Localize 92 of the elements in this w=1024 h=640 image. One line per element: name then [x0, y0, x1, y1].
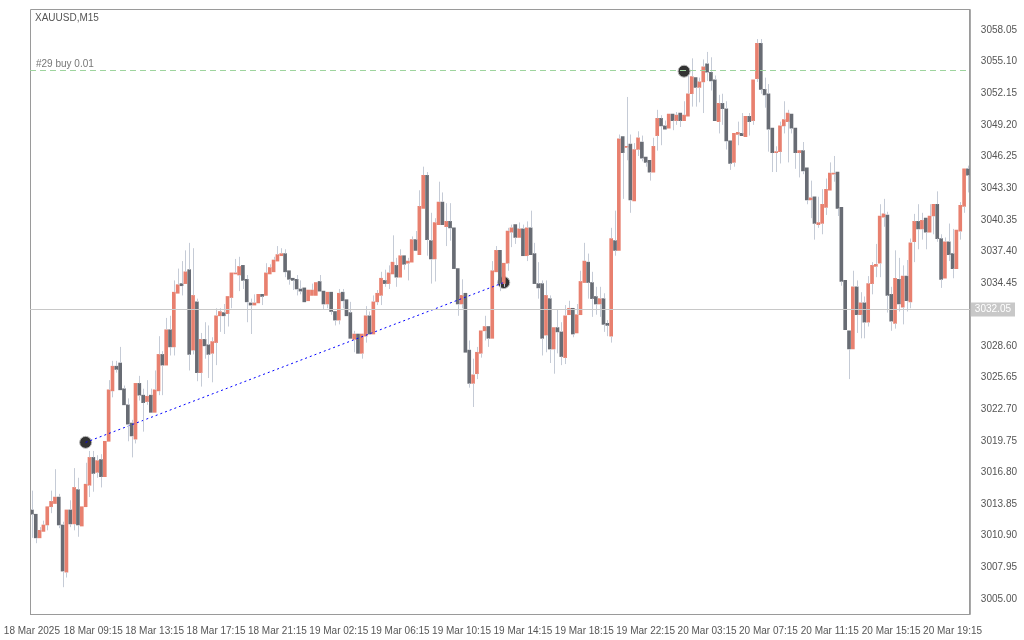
x-tick-label: 19 Mar 02:15 [309, 624, 369, 636]
candlestick [897, 257, 901, 312]
candlestick [943, 236, 947, 279]
candlestick [609, 227, 613, 344]
y-tick-label: 3022.70 [980, 402, 1018, 414]
x-tick-label: 18 Mar 09:15 [63, 624, 124, 636]
candlestick [923, 217, 928, 250]
y-tick-label: 3007.95 [980, 561, 1018, 573]
candlestick [701, 58, 706, 114]
y-tick-label: 3019.75 [980, 434, 1018, 446]
candlestick [306, 289, 310, 302]
x-tick-label: 18 Mar 13:15 [125, 624, 185, 636]
candlestick [513, 224, 518, 245]
point [677, 64, 691, 78]
x-tick-label: 18 Mar 21:15 [247, 624, 308, 636]
candlestick [264, 262, 268, 296]
y-tick-label: 3034.45 [980, 276, 1018, 288]
candlestick [386, 264, 391, 290]
y-tick-label: 3052.15 [980, 86, 1018, 98]
x-tick-label: 20 Mar 11:15 [800, 624, 860, 636]
point [79, 435, 93, 449]
candlestick [279, 247, 284, 257]
candlestick [352, 330, 356, 353]
candlestick [732, 133, 736, 168]
candlestick [444, 202, 449, 247]
x-tick-label: 20 Mar 19:15 [923, 624, 983, 636]
y-tick-label: 3010.90 [980, 529, 1018, 541]
candlestick [747, 112, 752, 137]
y-tick-label: 3013.85 [980, 497, 1018, 509]
candlestick [260, 294, 264, 306]
candlestick [256, 294, 261, 304]
candlestick [198, 332, 203, 388]
y-tick-label: 3037.40 [980, 245, 1018, 257]
x-tick-label: 18 Mar 2025 [3, 624, 61, 636]
y-tick-label: 3049.20 [980, 118, 1018, 130]
candlestick [99, 453, 103, 488]
candlestick [95, 454, 99, 479]
y-tick-label: 3058.05 [980, 23, 1018, 35]
candlestick [191, 247, 195, 355]
candlestick [893, 249, 897, 330]
candlestick [325, 291, 330, 309]
candlestick [383, 269, 387, 288]
x-tick-label: 19 Mar 06:15 [370, 624, 431, 636]
x-tick-label: 19 Mar 10:15 [432, 624, 492, 636]
chart-title: XAUUSD,M15 [35, 11, 100, 23]
candlestick [379, 271, 383, 306]
x-tick-label: 19 Mar 18:15 [554, 624, 615, 636]
candlestick [916, 203, 920, 250]
candlestick [659, 114, 663, 146]
candlestick [302, 287, 307, 303]
candlestick [570, 307, 575, 338]
y-tick-label: 3046.25 [980, 150, 1018, 162]
y-tick-label: 3016.80 [980, 466, 1018, 478]
candlestick [613, 210, 617, 257]
ref-line-label: #29 buy 0.01 [36, 58, 95, 70]
candlestick [68, 499, 73, 528]
candlestick [563, 304, 567, 365]
candlestick [221, 303, 226, 335]
candlestick [172, 279, 176, 356]
y-tick-label: 3043.30 [980, 181, 1018, 193]
y-tick-label: 3005.00 [980, 592, 1018, 604]
candlestick [820, 188, 824, 235]
candlestick [187, 242, 192, 371]
candlestick [524, 220, 529, 262]
candlestick [237, 256, 241, 292]
candlestick [640, 135, 644, 162]
x-tick-label: 20 Mar 15:15 [861, 624, 922, 636]
x-tick-label: 19 Mar 22:15 [616, 624, 676, 636]
candlestick [72, 467, 76, 531]
candlestick [168, 315, 172, 356]
candlestick [283, 248, 287, 278]
x-tick-label: 20 Mar 07:15 [738, 624, 799, 636]
candlestick [348, 301, 353, 339]
y-tick-label: 3025.65 [980, 371, 1018, 383]
candlestick [847, 330, 851, 380]
candlestick [544, 279, 548, 353]
candlestick [586, 253, 590, 300]
candlestick [145, 379, 149, 406]
candlestick [425, 171, 429, 257]
candlestick [666, 113, 671, 129]
y-tick-label: 3040.35 [980, 213, 1018, 225]
candlestick [686, 75, 690, 117]
y-tick-label: 3028.60 [980, 339, 1018, 351]
x-tick-label: 19 Mar 14:15 [493, 624, 553, 636]
candlestick [91, 450, 96, 493]
x-tick-label: 18 Mar 17:15 [186, 624, 246, 636]
y-tick-label: 3055.10 [980, 55, 1018, 67]
x-tick-label: 20 Mar 03:15 [677, 624, 737, 636]
candlestick [329, 291, 333, 316]
candlestick [521, 224, 525, 257]
candlestick [851, 270, 855, 350]
candlestick [877, 203, 882, 278]
